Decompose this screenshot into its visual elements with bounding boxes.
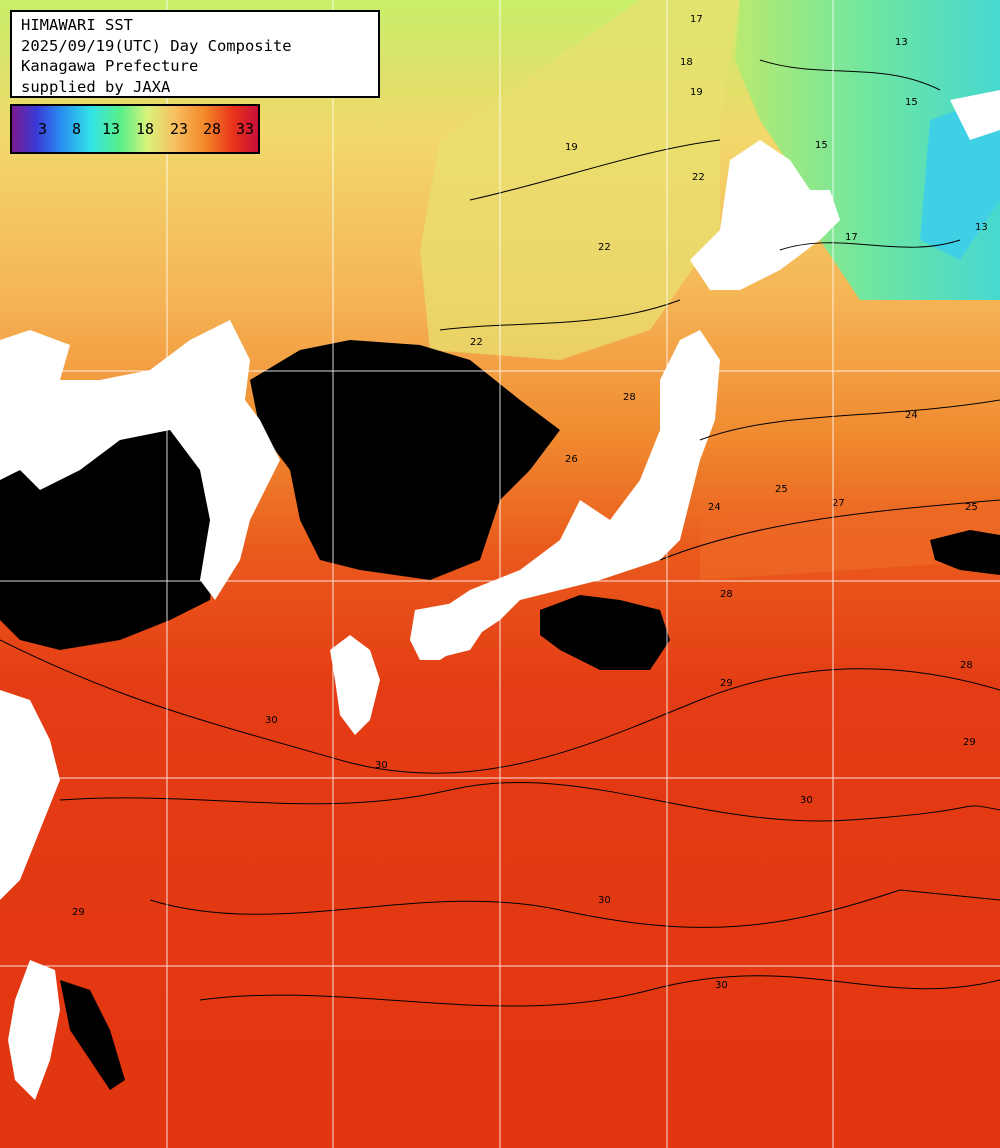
contour-label: 17 [845, 232, 858, 243]
title-line-credit: supplied by JAXA [21, 77, 171, 96]
contour-label: 29 [72, 907, 85, 918]
contour-label: 13 [975, 222, 988, 233]
land-shikoku [410, 600, 490, 660]
warm-band-east [700, 500, 1000, 580]
contour-line [659, 499, 1000, 561]
colorbar-label: 8 [72, 120, 82, 138]
contour-line [59, 781, 1000, 822]
title-line-region: Kanagawa Prefecture [21, 57, 199, 75]
contour-label: 22 [470, 337, 483, 348]
land-kyushu [330, 635, 380, 735]
contour-label: 30 [715, 980, 728, 991]
cloud-east-small [930, 530, 1000, 575]
contour-line [149, 889, 1000, 928]
contour-label: 30 [598, 895, 611, 906]
contour-line [469, 139, 721, 201]
contour-line [439, 299, 681, 331]
contour-line [779, 239, 961, 251]
map-title-box: HIMAWARI SST 2025/09/19(UTC) Day Composi… [10, 10, 380, 98]
contour-line [0, 639, 1000, 774]
contour-label: 27 [832, 498, 845, 509]
land-korea-china [0, 320, 280, 600]
contour-label: 28 [623, 392, 636, 403]
cloud-south-japan [540, 595, 670, 670]
colorbar-label: 33 [236, 120, 255, 138]
contour-label: 19 [690, 87, 703, 98]
contour-line [199, 975, 1000, 1007]
contour-label: 30 [375, 760, 388, 771]
colorbar-label: 23 [170, 120, 189, 138]
contour-label: 24 [905, 410, 918, 421]
title-line-product: HIMAWARI SST [21, 16, 133, 34]
land-china-coast [0, 690, 60, 900]
contour-line [759, 59, 941, 91]
contour-line [699, 399, 1000, 441]
contour-label: 17 [690, 14, 703, 25]
contour-label: 15 [815, 140, 828, 151]
contour-label: 26 [565, 454, 578, 465]
contour-label: 22 [692, 172, 705, 183]
land-hokkaido [690, 140, 840, 290]
temperature-colorbar: 3 8 13 18 23 28 33 [10, 104, 260, 154]
contour-label: 29 [963, 737, 976, 748]
cloud-taiwan-west [60, 980, 125, 1090]
title-line-date: 2025/09/19(UTC) Day Composite [21, 36, 292, 55]
colorbar-label: 13 [102, 120, 121, 138]
contour-label: 28 [720, 589, 733, 600]
contour-label: 28 [960, 660, 973, 671]
contour-label: 30 [265, 715, 278, 726]
contour-label: 24 [708, 502, 721, 513]
contour-label: 15 [905, 97, 918, 108]
contour-label: 25 [775, 484, 788, 495]
contour-label: 29 [720, 678, 733, 689]
colorbar-label: 28 [203, 120, 222, 138]
land-taiwan [8, 960, 60, 1100]
colorbar-label: 18 [136, 120, 155, 138]
contour-label: 18 [680, 57, 693, 68]
contour-label: 22 [598, 242, 611, 253]
cloud-korea-strait [250, 340, 560, 580]
contour-label: 19 [565, 142, 578, 153]
contour-label: 25 [965, 502, 978, 513]
colorbar-label: 3 [38, 120, 48, 138]
land-sakhalin-coast [950, 90, 1000, 140]
contour-label-group: 13 13 15 15 17 17 18 19 19 22 22 22 24 24 25 25 26 27 28 28… [72, 14, 988, 991]
contour-label: 13 [895, 37, 908, 48]
contour-label: 30 [800, 795, 813, 806]
